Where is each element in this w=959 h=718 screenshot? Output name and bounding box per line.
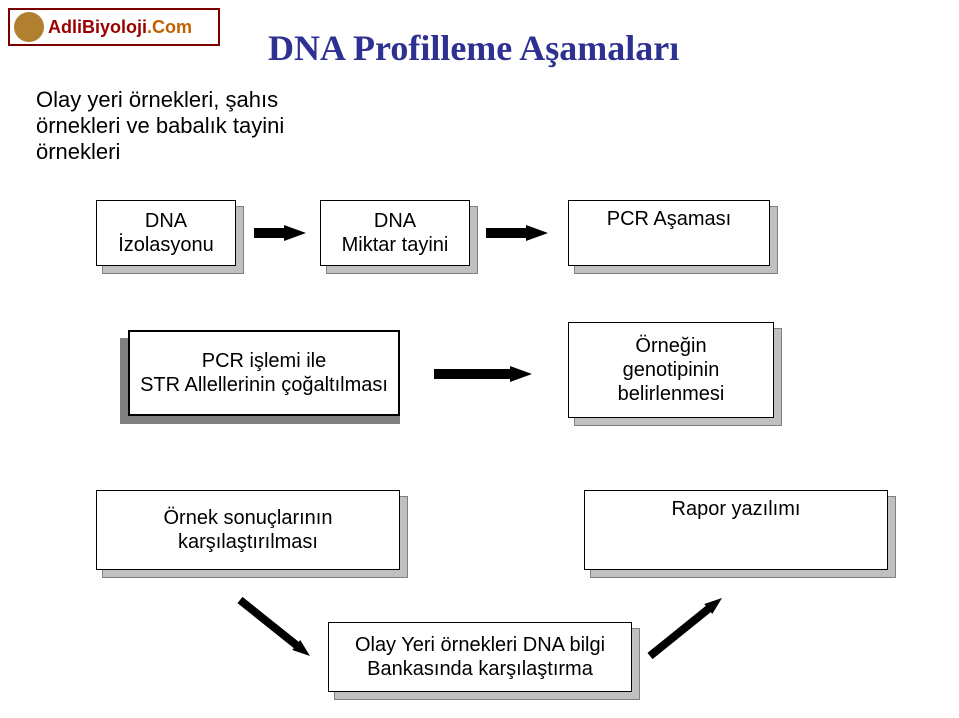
logo-text-2: .Com xyxy=(147,17,192,38)
arrow-a1 xyxy=(254,225,306,241)
arrow-a3 xyxy=(434,366,532,382)
logo-icon xyxy=(14,12,44,42)
box-b7: Rapor yazılımı xyxy=(584,490,888,570)
box-b5: Örneğin genotipinin belirlenmesi xyxy=(568,322,774,418)
page-title: DNA Profilleme Aşamaları xyxy=(268,27,679,69)
box-b8: Olay Yeri örnekleri DNA bilgi Bankasında… xyxy=(328,622,632,692)
arrow-a2 xyxy=(486,225,548,241)
box-b3: PCR Aşaması xyxy=(568,200,770,266)
box-b6: Örnek sonuçlarının karşılaştırılması xyxy=(96,490,400,570)
subtitle: Olay yeri örnekleri, şahıs örnekleri ve … xyxy=(36,87,284,165)
logo-text-1: AdliBiyoloji xyxy=(48,17,147,38)
logo: AdliBiyoloji.Com xyxy=(8,8,220,46)
box-b1: DNA İzolasyonu xyxy=(96,200,236,266)
box-b2: DNA Miktar tayini xyxy=(320,200,470,266)
arrow-a5 xyxy=(647,598,722,659)
arrow-a4 xyxy=(238,597,310,656)
box-b4: PCR işlemi ile STR Allellerinin çoğaltıl… xyxy=(128,330,400,416)
